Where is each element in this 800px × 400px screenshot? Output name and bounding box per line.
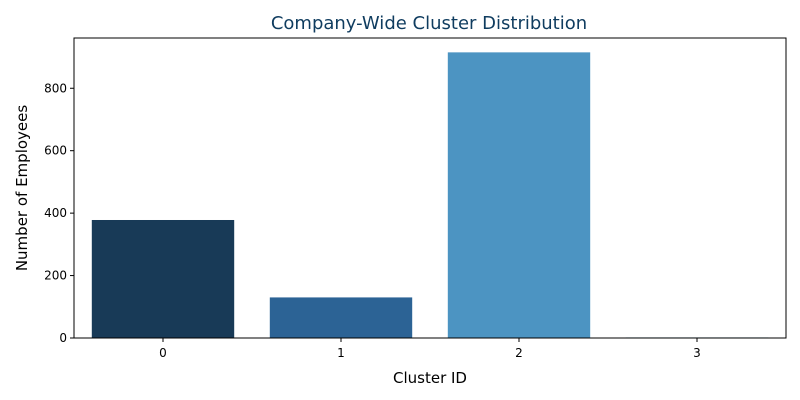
y-tick-label: 0: [59, 331, 67, 345]
x-axis-ticks: 0 1 2 3: [159, 338, 701, 360]
chart-title: Company-Wide Cluster Distribution: [271, 13, 587, 34]
y-axis-ticks: 0 200 400 600 800: [44, 81, 74, 345]
y-tick-label: 400: [44, 206, 67, 220]
x-tick-label: 3: [693, 346, 701, 360]
x-tick-label: 2: [515, 346, 523, 360]
bar-cluster-0: [91, 219, 235, 338]
x-tick-label: 0: [159, 346, 167, 360]
y-tick-label: 600: [44, 144, 67, 158]
y-tick-label: 200: [44, 269, 67, 283]
bars-group: [91, 52, 769, 339]
y-axis-label: Number of Employees: [13, 105, 31, 272]
y-tick-label: 800: [44, 81, 67, 95]
x-tick-label: 1: [337, 346, 345, 360]
bar-cluster-1: [269, 297, 413, 338]
plot-frame: [73, 37, 787, 339]
x-axis-label: Cluster ID: [393, 369, 467, 387]
bar-cluster-2: [447, 52, 591, 338]
